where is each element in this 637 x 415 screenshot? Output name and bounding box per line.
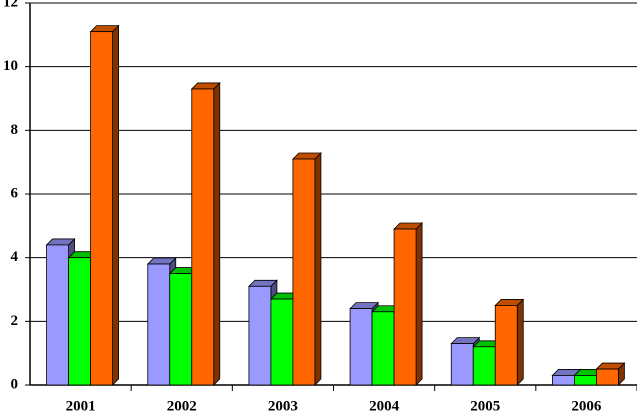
bar-side — [213, 81, 221, 386]
bar-front — [472, 346, 496, 386]
bar-side — [516, 298, 524, 386]
bar-side — [415, 222, 423, 386]
bar-side — [112, 24, 119, 386]
bar-front — [191, 88, 215, 386]
bar-front — [90, 31, 113, 386]
y-tick-label: 12 — [3, 0, 18, 10]
x-tick-label: 2004 — [369, 398, 400, 414]
bar-front — [450, 343, 474, 386]
x-tick-label: 2003 — [268, 398, 298, 414]
bar-front — [248, 285, 272, 386]
bar-front — [494, 305, 518, 386]
bar-front — [574, 375, 597, 386]
bar — [393, 222, 424, 386]
y-tick-label: 2 — [11, 313, 19, 329]
y-tick-label: 4 — [11, 249, 19, 265]
bar-front — [349, 308, 373, 386]
x-tick-label: 2002 — [167, 398, 197, 414]
bar-front — [147, 263, 171, 386]
x-tick-label: 2006 — [571, 398, 602, 414]
bar — [291, 152, 322, 386]
bar — [494, 298, 525, 386]
y-tick-label: 0 — [11, 376, 19, 392]
bar-side — [314, 152, 322, 386]
bar-front — [596, 368, 619, 386]
x-tick-label: 2005 — [470, 398, 500, 414]
bar-front — [292, 158, 316, 386]
bar-front — [68, 257, 91, 386]
bar-front — [46, 244, 69, 386]
bar-front — [552, 375, 575, 386]
y-tick-label: 6 — [11, 185, 19, 201]
y-tick-label: 10 — [3, 58, 18, 74]
bar — [595, 362, 626, 386]
bar — [190, 81, 221, 386]
bar — [89, 24, 120, 386]
bar-front — [169, 273, 193, 386]
y-tick-label: 8 — [11, 122, 19, 138]
bar-front — [371, 311, 395, 386]
x-tick-label: 2001 — [66, 398, 96, 414]
bar-front — [270, 298, 294, 386]
bar-front — [393, 228, 417, 386]
